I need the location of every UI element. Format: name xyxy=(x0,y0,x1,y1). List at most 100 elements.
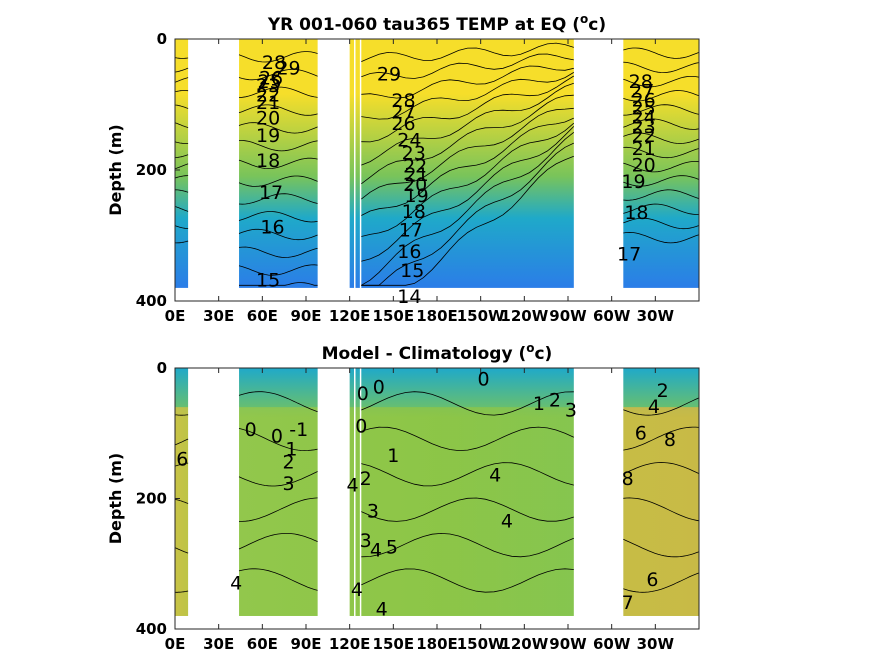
contour-label: 0 xyxy=(373,377,385,399)
contour-line xyxy=(623,146,700,159)
y-tick-label: 400 xyxy=(136,292,167,310)
contour-line xyxy=(174,462,189,467)
contour-label: 2 xyxy=(282,452,294,474)
contour-line xyxy=(174,122,189,128)
contour-label: 4 xyxy=(230,572,242,594)
x-tick-label: 90W xyxy=(549,635,587,653)
x-tick-label: 150E xyxy=(373,307,415,325)
y-tick-label: 0 xyxy=(157,359,167,377)
chart-title: Model - Climatology (oc) xyxy=(322,341,553,364)
y-tick-label: 0 xyxy=(157,30,167,48)
contour-label: 22 xyxy=(403,156,427,178)
contour-line xyxy=(238,193,318,205)
y-axis-label: Depth (m) xyxy=(106,453,125,545)
contour-label: 17 xyxy=(399,219,423,241)
contour-label: 23 xyxy=(402,143,426,165)
y-axis-label: Depth (m) xyxy=(106,124,125,216)
contour-label: 27 xyxy=(630,80,654,102)
contour-line xyxy=(361,82,574,166)
contour-line xyxy=(238,391,318,413)
contour-line xyxy=(623,538,700,558)
contour-line xyxy=(361,391,574,416)
contour-label: 0 xyxy=(357,383,369,405)
contour-label: 18 xyxy=(256,150,280,172)
contour-line xyxy=(174,57,189,59)
contour-line xyxy=(238,157,318,170)
contour-line xyxy=(238,122,318,134)
contour-line xyxy=(174,141,189,144)
contour-label: 27 xyxy=(391,101,415,123)
land-mask xyxy=(317,368,350,629)
contour-label: 3 xyxy=(282,473,294,495)
contour-line xyxy=(361,131,575,286)
contour-line xyxy=(174,104,189,109)
contour-line xyxy=(623,397,700,416)
x-tick-label: 30W xyxy=(637,307,675,325)
contour-line xyxy=(623,47,700,59)
contour-label: 20 xyxy=(256,107,280,129)
contour-line xyxy=(238,104,318,116)
x-tick-label: 90E xyxy=(290,635,321,653)
contour-label: 6 xyxy=(635,422,647,444)
contour-label: 2 xyxy=(657,380,669,402)
x-tick-label: 180E xyxy=(416,635,458,653)
contour-label: 21 xyxy=(405,164,429,186)
contour-label: 20 xyxy=(632,154,656,176)
contour-label: 18 xyxy=(624,202,648,224)
x-tick-label: 30E xyxy=(203,307,234,325)
contour-line xyxy=(361,117,574,216)
contour-line xyxy=(623,118,700,130)
contour-line xyxy=(174,67,189,73)
x-tick-label: 120W xyxy=(500,307,548,325)
contour-line xyxy=(174,206,189,212)
contour-line xyxy=(174,414,189,416)
contour-label: 8 xyxy=(622,468,634,490)
contour-line xyxy=(623,104,700,116)
contour-label: 24 xyxy=(397,130,421,152)
contour-label: 5 xyxy=(386,536,398,558)
land-mask xyxy=(354,368,356,629)
contour-label: 1 xyxy=(387,445,399,467)
contour-label: 19 xyxy=(405,185,429,207)
contour-label: 15 xyxy=(256,270,280,292)
contour-line xyxy=(623,462,700,475)
contour-line xyxy=(238,51,318,63)
contour-line xyxy=(175,189,189,193)
contour-line xyxy=(361,42,574,62)
contour-line xyxy=(623,61,700,74)
contour-label: 7 xyxy=(622,592,634,614)
x-tick-label: 60W xyxy=(593,635,631,653)
contour-line xyxy=(623,203,700,215)
x-tick-label: 90E xyxy=(290,307,321,325)
contour-label: 16 xyxy=(260,217,284,239)
chart-title: YR 001-060 tau365 TEMP at EQ (oc) xyxy=(267,12,606,35)
x-tick-label: 120E xyxy=(329,307,371,325)
contour-line xyxy=(361,497,574,522)
contour-line xyxy=(238,533,318,550)
contour-label: 2 xyxy=(549,390,561,412)
land-mask xyxy=(188,368,240,629)
contour-line xyxy=(361,72,575,120)
contour-line xyxy=(174,547,189,554)
x-tick-label: 30W xyxy=(637,635,675,653)
land-mask xyxy=(317,39,350,301)
x-tick-label: 120W xyxy=(500,635,548,653)
contour-line xyxy=(361,53,574,79)
contour-label: 4 xyxy=(489,465,501,487)
contour-label: 26 xyxy=(632,90,656,112)
contour-line xyxy=(361,462,574,487)
x-tick-label: 60E xyxy=(247,307,278,325)
contour-label: 29 xyxy=(276,57,300,79)
contour-label: 26 xyxy=(259,67,283,89)
contour-line xyxy=(239,497,318,522)
contour-line xyxy=(623,217,700,230)
contour-line xyxy=(238,68,318,81)
contour-line xyxy=(623,90,700,102)
y-tick-label: 200 xyxy=(136,490,167,508)
x-tick-label: 120E xyxy=(329,635,371,653)
contour-label: 6 xyxy=(176,448,188,470)
contour-label: 2 xyxy=(360,468,372,490)
